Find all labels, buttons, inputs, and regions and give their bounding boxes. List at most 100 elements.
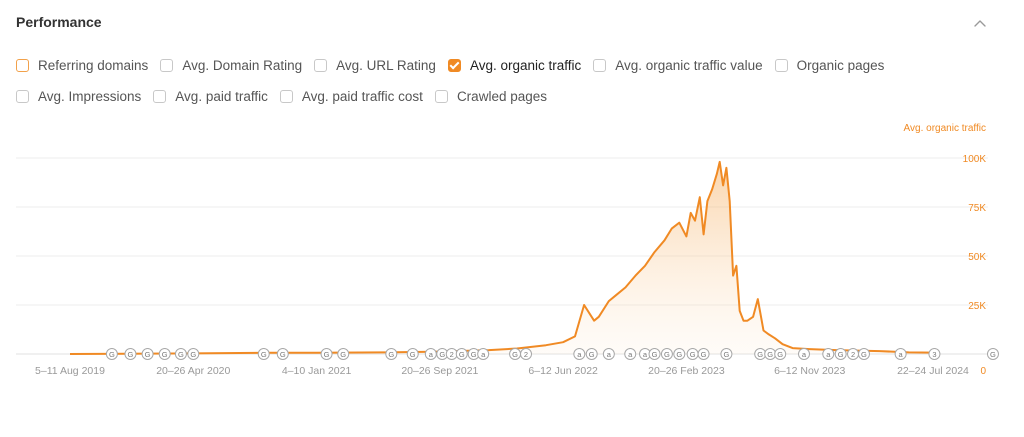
- checkbox[interactable]: [279, 89, 293, 103]
- metric-row: Referring domains Avg. Domain Rating Avg…: [16, 54, 1006, 76]
- annotation-marker: a: [894, 348, 907, 360]
- annotation-circle: [585, 348, 598, 360]
- metric-referring-domains[interactable]: Referring domains: [16, 58, 148, 73]
- annotation-label: G: [162, 350, 168, 359]
- y-axis: 0 25K 50K 75K 100K: [963, 154, 987, 377]
- annotation-label: a: [802, 350, 807, 359]
- checkbox[interactable]: [153, 89, 167, 103]
- annotation-label: G: [190, 350, 196, 359]
- metric-organic-pages[interactable]: Organic pages: [774, 58, 884, 73]
- annotation-marker: G: [187, 348, 200, 360]
- annotation-circle: [385, 348, 398, 360]
- annotation-circle: [141, 348, 154, 360]
- annotation-circle: [834, 348, 847, 360]
- x-tick-label: 20–26 Sep 2021: [401, 365, 478, 377]
- annotation-label: a: [577, 350, 582, 359]
- chevron-up-icon[interactable]: [972, 16, 988, 32]
- series-area-fill: [70, 161, 933, 354]
- annotation-circle: [276, 348, 289, 360]
- annotation-label: a: [826, 350, 831, 359]
- annotation-marker: a: [822, 348, 835, 360]
- metric-label: Avg. organic traffic: [469, 57, 582, 73]
- annotation-label: G: [690, 350, 696, 359]
- annotation-circle: [124, 348, 137, 360]
- annotation-label: 2: [450, 350, 454, 359]
- metric-avg-impressions[interactable]: Avg. Impressions: [16, 89, 141, 104]
- performance-header: Performance: [16, 14, 994, 34]
- checkbox[interactable]: [774, 58, 788, 72]
- annotation-marker: G: [385, 348, 398, 360]
- metric-label: Avg. URL Rating: [336, 57, 436, 73]
- checkbox-checked[interactable]: [447, 58, 461, 72]
- annotation-marker: G: [406, 348, 419, 360]
- annotation-marker: G: [834, 348, 847, 360]
- annotation-marker: a: [477, 348, 490, 360]
- annotation-circle: [174, 348, 187, 360]
- checkbox[interactable]: [160, 58, 174, 72]
- annotation-circle: [894, 348, 907, 360]
- metric-crawled-pages[interactable]: Crawled pages: [434, 88, 547, 104]
- annotation-marker: G: [648, 348, 661, 360]
- annotation-label: G: [388, 350, 394, 359]
- section-title: Performance: [16, 14, 102, 30]
- annotation-label: G: [838, 350, 844, 359]
- annotation-marker: G: [276, 348, 289, 360]
- annotation-circle: [105, 348, 118, 360]
- annotation-label: G: [410, 350, 416, 359]
- annotation-marker: a: [573, 348, 586, 360]
- annotation-label: a: [607, 350, 612, 359]
- checkbox[interactable]: [593, 58, 607, 72]
- annotation-marker: G: [105, 348, 118, 360]
- annotation-label: G: [767, 350, 773, 359]
- checkbox[interactable]: [314, 58, 328, 72]
- metric-avg-paid-traffic[interactable]: Avg. paid traffic: [153, 89, 268, 104]
- x-tick-label: 20–26 Apr 2020: [156, 365, 230, 377]
- annotation-marker: G: [697, 348, 710, 360]
- annotation-circle: [857, 348, 870, 360]
- annotation-label: G: [261, 350, 267, 359]
- metric-avg-organic-traffic-value[interactable]: Avg. organic traffic value: [593, 57, 763, 73]
- metric-label: Crawled pages: [456, 88, 547, 104]
- metric-label: Avg. Impressions: [38, 88, 142, 104]
- annotation-label: G: [439, 350, 445, 359]
- metric-row: Avg. Impressions Avg. paid traffic Avg. …: [16, 85, 1006, 107]
- annotation-label: G: [128, 350, 134, 359]
- annotation-marker: G: [509, 348, 522, 360]
- checkbox[interactable]: [434, 89, 448, 103]
- annotation-label: a: [628, 350, 633, 359]
- x-tick-label: 20–26 Feb 2023: [648, 365, 725, 377]
- annotation-marker: G: [174, 348, 187, 360]
- annotation-label: G: [471, 350, 477, 359]
- annotation-label: G: [990, 350, 996, 359]
- gridlines: [16, 157, 988, 355]
- annotation-circle: [648, 348, 661, 360]
- metric-avg-organic-traffic[interactable]: Avg. organic traffic: [447, 57, 582, 73]
- annotation-circle: [624, 348, 637, 360]
- metric-avg-url-rating[interactable]: Avg. URL Rating: [314, 58, 436, 73]
- annotation-marker: a: [602, 348, 615, 360]
- annotation-label: a: [643, 350, 648, 359]
- annotation-label: a: [481, 350, 486, 359]
- checkbox[interactable]: [16, 58, 29, 72]
- y-tick-label: 75K: [968, 203, 986, 214]
- annotation-label: G: [777, 350, 783, 359]
- metric-label: Avg. paid traffic cost: [301, 88, 423, 104]
- annotation-label: G: [459, 350, 465, 359]
- annotation-marker: G: [141, 348, 154, 360]
- annotation-circle: [406, 348, 419, 360]
- annotation-circle: [337, 348, 350, 360]
- annotation-marker: G: [720, 348, 733, 360]
- metric-avg-domain-rating[interactable]: Avg. Domain Rating: [160, 58, 302, 73]
- metric-label: Avg. paid traffic: [175, 88, 268, 104]
- annotation-label: G: [664, 350, 670, 359]
- metric-label: Avg. organic traffic value: [615, 57, 763, 73]
- annotation-circle: [660, 348, 673, 360]
- annotation-circle: [928, 348, 941, 360]
- checkbox[interactable]: [16, 89, 29, 103]
- metric-avg-paid-traffic-cost[interactable]: Avg. paid traffic cost: [279, 88, 423, 104]
- annotation-circle: [798, 348, 811, 360]
- annotation-marker: 3: [928, 348, 941, 360]
- annotation-label: a: [899, 350, 904, 359]
- annotation-marker: 2: [847, 348, 860, 360]
- annotation-label: G: [589, 350, 595, 359]
